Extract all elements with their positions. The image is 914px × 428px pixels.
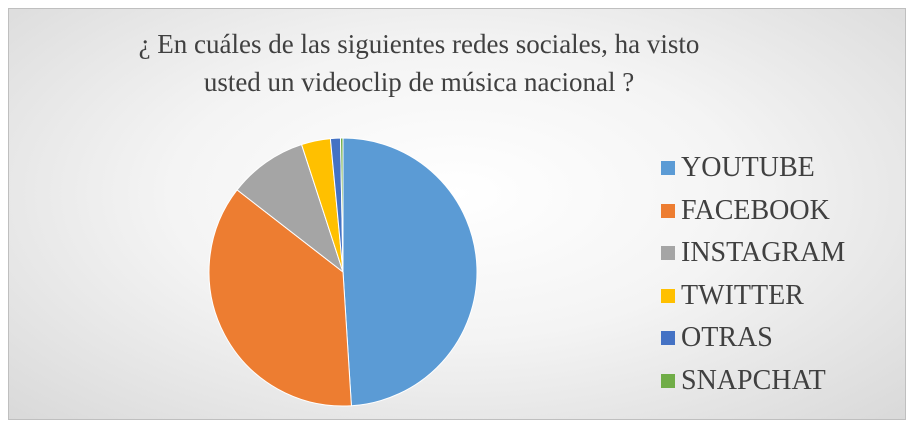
legend-item-youtube: YOUTUBE — [661, 147, 845, 190]
chart-title: ¿ En cuáles de las siguientes redes soci… — [69, 25, 769, 101]
chart-title-line-2: usted un videoclip de música nacional ? — [203, 67, 635, 97]
legend-swatch-twitter — [661, 288, 675, 303]
pie-slice-snapchat — [339, 137, 344, 273]
legend-swatch-otras — [661, 331, 675, 346]
legend-item-facebook: FACEBOOK — [661, 190, 845, 233]
legend-label-facebook: FACEBOOK — [681, 194, 830, 226]
chart-area: ¿ En cuáles de las siguientes redes soci… — [8, 8, 906, 420]
legend-item-snapchat: SNAPCHAT — [661, 360, 845, 403]
legend-swatch-snapchat — [661, 373, 675, 388]
legend-swatch-facebook — [661, 203, 675, 218]
legend: YOUTUBE FACEBOOK INSTAGRAM TWITTER OTRAS… — [661, 147, 845, 402]
legend-item-instagram: INSTAGRAM — [661, 232, 845, 275]
legend-swatch-youtube — [661, 161, 675, 176]
legend-label-instagram: INSTAGRAM — [681, 237, 846, 269]
pie-slice-youtube — [342, 137, 478, 407]
legend-label-otras: OTRAS — [681, 322, 773, 354]
legend-item-otras: OTRAS — [661, 317, 845, 360]
legend-label-youtube: YOUTUBE — [681, 152, 815, 184]
legend-swatch-instagram — [661, 246, 675, 261]
pie-chart — [208, 137, 478, 407]
legend-item-twitter: TWITTER — [661, 275, 845, 318]
legend-label-snapchat: SNAPCHAT — [681, 364, 826, 396]
chart-title-line-1: ¿ En cuáles de las siguientes redes soci… — [138, 29, 700, 59]
pie-slice-facebook — [208, 189, 352, 407]
pie-slice-instagram — [236, 143, 344, 274]
legend-label-twitter: TWITTER — [681, 279, 804, 311]
